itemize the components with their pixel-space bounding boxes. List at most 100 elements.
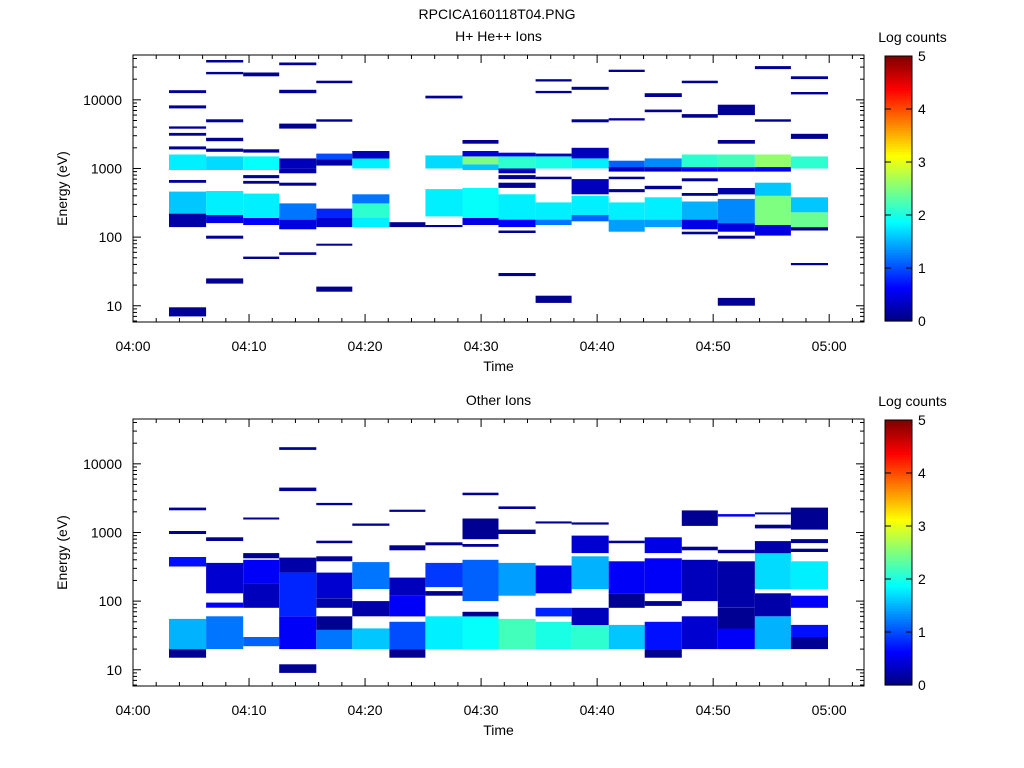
y-axis-label: Energy (eV) [54, 151, 70, 226]
colorbar-swatch [885, 671, 912, 675]
colorbar-swatch [885, 212, 912, 216]
heatmap-cell [717, 549, 755, 554]
heatmap-cell [316, 630, 353, 650]
heatmap-cell [790, 156, 828, 169]
heatmap-cell [279, 557, 317, 573]
colorbar-swatch [885, 114, 912, 118]
colorbar-swatch [885, 488, 912, 493]
colorbar-swatch [885, 222, 912, 227]
colorbar-swatch [885, 278, 912, 282]
heatmap-cell [279, 664, 317, 673]
x-tick-label: 04:10 [232, 338, 267, 354]
heatmap-cell [717, 607, 755, 629]
y-tick-label: 1000 [91, 524, 122, 540]
heatmap-cell [389, 545, 426, 551]
heatmap-cell [389, 222, 426, 228]
heatmap-cell [243, 149, 280, 153]
heatmap-cell [498, 219, 536, 228]
heatmap-cell [279, 487, 317, 492]
colorbar-tick-label: 2 [918, 571, 926, 587]
colorbar-swatch [885, 90, 912, 94]
colorbar-swatch [885, 610, 912, 615]
heatmap-cell [498, 152, 536, 157]
heatmap-cell [681, 178, 718, 182]
colorbar-swatch [885, 446, 912, 450]
colorbar-swatch [885, 122, 912, 126]
heatmap-cell [462, 218, 499, 225]
heatmap-cell [462, 492, 499, 496]
heatmap-cell [754, 66, 791, 70]
heatmap-cell [790, 133, 828, 139]
x-axis-label: Time [483, 358, 514, 374]
heatmap-cell [790, 595, 828, 608]
heatmap-cell [169, 649, 207, 658]
heatmap-cell [717, 223, 755, 232]
colorbar-swatch [885, 220, 912, 224]
colorbar-swatch [885, 124, 912, 129]
colorbar-tick-label: 0 [918, 677, 926, 693]
heatmap-cell [790, 539, 828, 544]
colorbar-swatch [885, 302, 912, 306]
heatmap-cell [608, 624, 645, 650]
x-tick-label: 04:00 [115, 702, 150, 718]
heatmap-cell [608, 189, 645, 193]
colorbar-swatch [885, 183, 912, 187]
heatmap-cell [681, 201, 718, 220]
heatmap-cell [535, 219, 572, 225]
colorbar-swatch [885, 106, 912, 110]
heatmap-cell [316, 243, 353, 246]
heatmap-cell [169, 154, 207, 170]
colorbar-swatch [885, 116, 912, 121]
heatmap-cell [389, 509, 426, 512]
colorbar-swatch [885, 618, 912, 622]
heatmap-cell [243, 193, 280, 218]
heatmap-cell [425, 155, 463, 169]
y-tick-label: 10 [106, 662, 122, 678]
heatmap-cell [279, 616, 317, 650]
heatmap-cell [498, 506, 536, 509]
colorbar-swatch [885, 56, 912, 60]
heatmap-cell [169, 557, 207, 567]
colorbar-swatch [885, 257, 912, 261]
heatmap-cell [571, 215, 609, 222]
colorbar-tick-label: 4 [918, 101, 926, 117]
heatmap-cell [754, 593, 791, 617]
heatmap-cell [243, 256, 280, 259]
heatmap-cell [425, 189, 463, 217]
y-tick-label: 1000 [91, 160, 122, 176]
colorbar-swatch [885, 639, 912, 644]
colorbar-swatch [885, 632, 912, 636]
heatmap-cell [681, 559, 718, 602]
heatmap-cell [498, 562, 536, 596]
colorbar-swatch [885, 645, 912, 649]
heatmap-cell [316, 153, 353, 160]
heatmap-cell [498, 529, 536, 534]
colorbar-swatch [885, 281, 912, 285]
panel-2: 04:00 04:10 04:20 04:30 04:40 04:50 05:0010100… [54, 392, 947, 738]
colorbar-swatch [885, 536, 912, 540]
heatmap-cell [790, 624, 828, 637]
heatmap-cell [243, 180, 280, 184]
heatmap-cell [389, 577, 426, 596]
heatmap-cell [644, 197, 682, 220]
heatmap-cell [316, 598, 353, 608]
heatmap-cell [790, 548, 828, 552]
colorbar-swatch [885, 449, 912, 453]
colorbar-swatch [885, 244, 912, 248]
colorbar-swatch [885, 177, 912, 182]
colorbar: 0 1 2 3 4 5 Log counts [878, 29, 947, 329]
colorbar-swatch [885, 289, 912, 293]
heatmap-cell [754, 541, 791, 554]
colorbar-swatch [885, 669, 912, 673]
colorbar-swatch [885, 63, 912, 68]
colorbar-swatch [885, 130, 912, 134]
colorbar-swatch [885, 520, 912, 524]
heatmap-cell [644, 185, 682, 190]
colorbar-swatch [885, 87, 912, 92]
colorbar-swatch [885, 473, 912, 477]
colorbar-swatch [885, 682, 912, 686]
colorbar-swatch [885, 608, 912, 612]
heatmap-cell [352, 151, 390, 159]
colorbar-swatch [885, 486, 912, 490]
heatmap-cell [279, 252, 317, 255]
